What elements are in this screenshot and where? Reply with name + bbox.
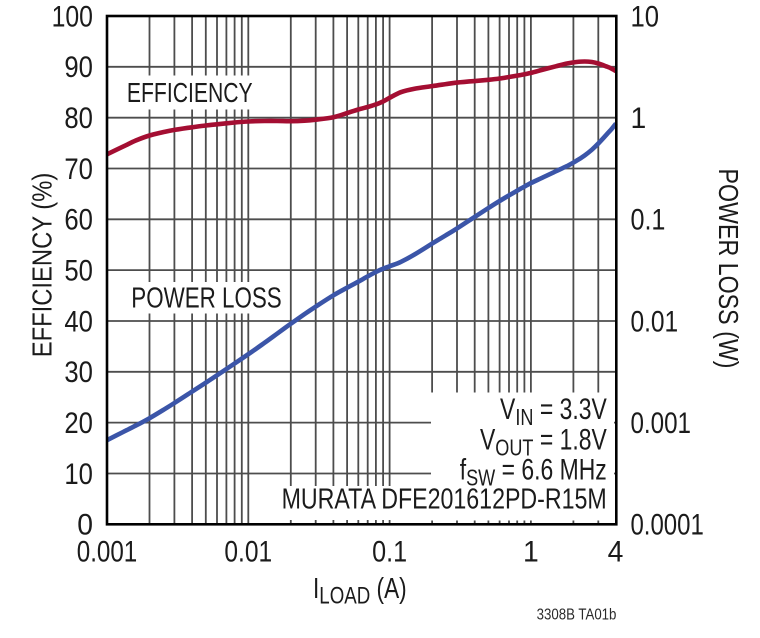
svg-text:0.1: 0.1: [372, 535, 407, 568]
svg-text:0.001: 0.001: [77, 535, 138, 568]
svg-text:10: 10: [630, 0, 659, 33]
svg-text:1: 1: [630, 101, 646, 134]
svg-text:POWER LOSS (W): POWER LOSS (W): [712, 168, 742, 368]
svg-text:0.1: 0.1: [630, 203, 665, 236]
svg-text:90: 90: [64, 50, 93, 83]
svg-text:0.0001: 0.0001: [630, 508, 703, 541]
svg-text:1: 1: [523, 535, 539, 568]
svg-text:POWER LOSS: POWER LOSS: [131, 281, 281, 314]
svg-text:0.01: 0.01: [224, 535, 272, 568]
svg-text:20: 20: [64, 406, 93, 439]
svg-text:40: 40: [64, 305, 93, 338]
svg-text:10: 10: [64, 457, 93, 490]
svg-text:MURATA DFE201612PD-R15M: MURATA DFE201612PD-R15M: [282, 484, 607, 515]
svg-text:70: 70: [64, 152, 93, 185]
svg-text:80: 80: [64, 101, 93, 134]
svg-text:0.001: 0.001: [630, 406, 691, 439]
svg-text:0: 0: [77, 508, 93, 541]
svg-text:4: 4: [608, 535, 624, 568]
svg-text:EFFICIENCY (%): EFFICIENCY (%): [25, 173, 57, 358]
svg-text:60: 60: [64, 203, 93, 236]
svg-text:100: 100: [52, 0, 93, 33]
svg-text:0.01: 0.01: [630, 305, 678, 338]
svg-text:30: 30: [64, 355, 93, 388]
svg-text:EFFICIENCY: EFFICIENCY: [127, 77, 253, 108]
svg-text:50: 50: [64, 254, 93, 287]
svg-text:3308B TA01b: 3308B TA01b: [537, 605, 617, 623]
